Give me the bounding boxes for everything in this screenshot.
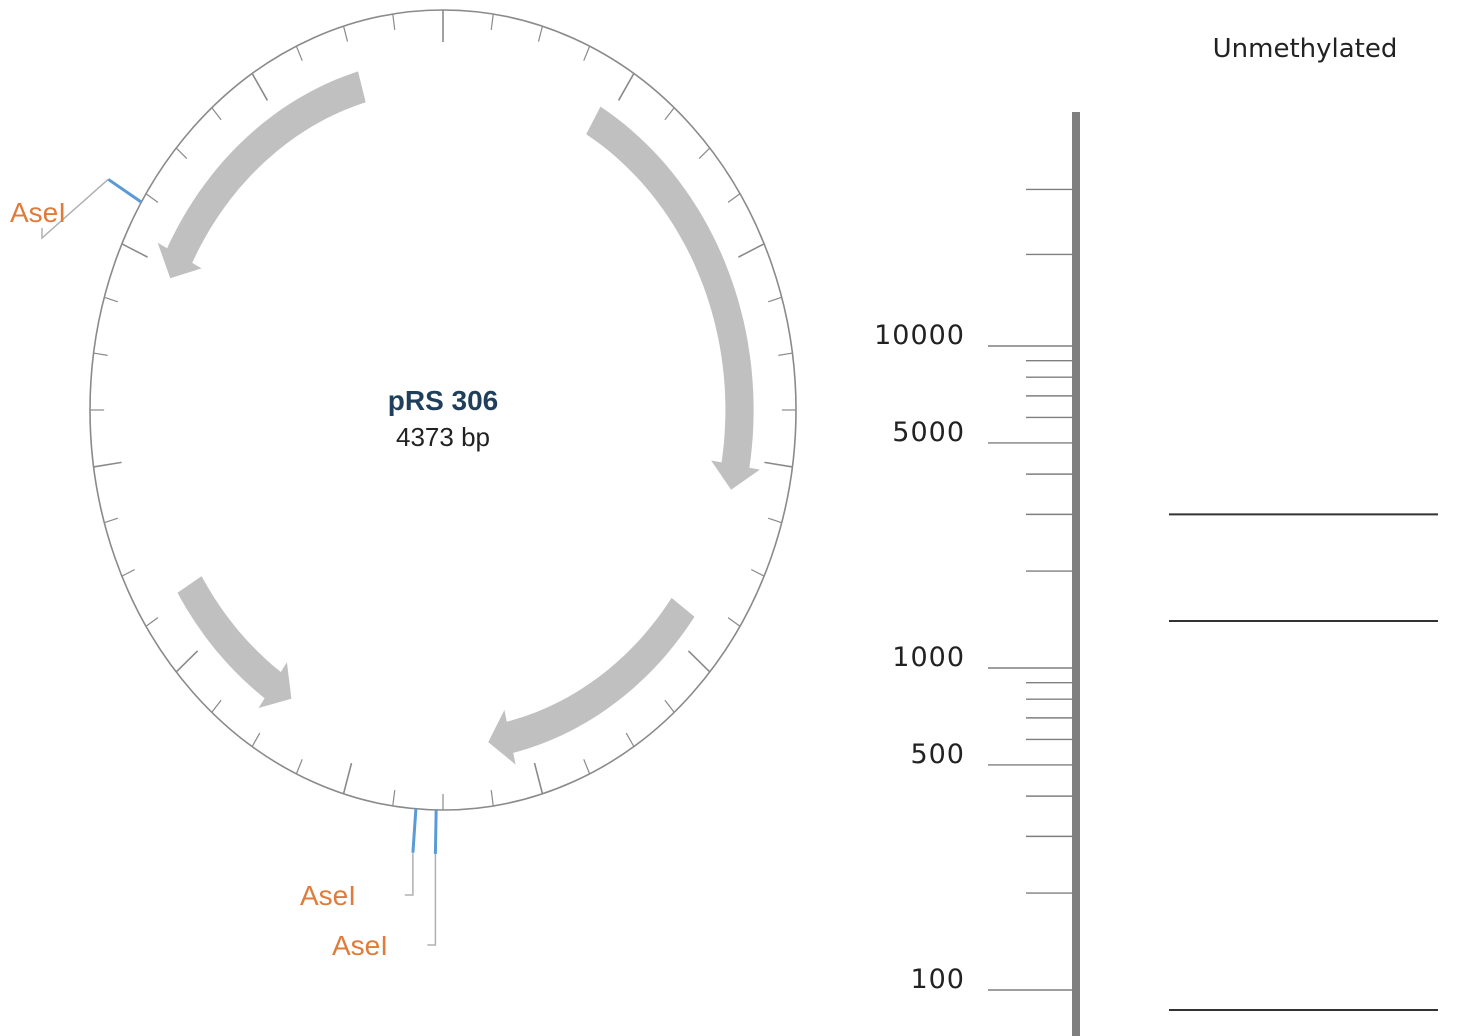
tick-mark bbox=[750, 568, 765, 577]
tick-mark bbox=[767, 517, 782, 524]
tick-mark bbox=[767, 296, 782, 303]
tick-mark bbox=[537, 26, 544, 42]
tick-mark bbox=[145, 193, 159, 203]
tick-mark bbox=[175, 650, 199, 673]
restriction-site: AseI bbox=[332, 809, 438, 961]
plasmid-features bbox=[157, 71, 760, 765]
plasmid-map: AseI AseI AseI pRS 306 4373 bp bbox=[10, 9, 797, 961]
tick-mark bbox=[738, 243, 765, 258]
tick-mark bbox=[104, 517, 119, 524]
site-leader-line bbox=[427, 853, 437, 946]
tick-mark bbox=[295, 759, 303, 775]
feature-arrow-4 bbox=[177, 576, 292, 708]
lane-label: Unmethylated bbox=[1213, 34, 1398, 64]
tick-mark bbox=[342, 762, 353, 794]
site-label: AseI bbox=[10, 197, 66, 228]
tick-mark bbox=[490, 13, 494, 30]
tick-mark bbox=[121, 568, 136, 577]
tick-mark bbox=[392, 13, 396, 30]
tick-mark bbox=[698, 147, 711, 159]
tick-mark bbox=[295, 45, 303, 61]
site-label: AseI bbox=[332, 930, 388, 961]
restriction-site: AseI bbox=[10, 178, 143, 240]
feature-arrow-3 bbox=[488, 597, 695, 765]
tick-mark bbox=[342, 26, 349, 42]
tick-mark bbox=[533, 762, 544, 794]
feature-arrow-2 bbox=[586, 106, 760, 490]
ladder-bands bbox=[988, 188, 1072, 991]
ladder-label: 1000 bbox=[892, 642, 965, 673]
site-label: AseI bbox=[300, 880, 356, 911]
plasmid-size: 4373 bp bbox=[396, 422, 490, 452]
sample-lane bbox=[1169, 513, 1438, 1011]
restriction-site: AseI bbox=[300, 808, 418, 911]
tick-mark bbox=[687, 650, 711, 673]
tick-mark bbox=[121, 243, 148, 258]
ladder-label: 100 bbox=[910, 964, 965, 995]
site-leader-line bbox=[404, 852, 414, 896]
tick-mark bbox=[583, 759, 591, 775]
feature-arrow-1 bbox=[157, 71, 366, 279]
tick-mark bbox=[778, 352, 793, 356]
tick-mark bbox=[664, 699, 675, 713]
ladder-label: 10000 bbox=[874, 320, 965, 351]
plasmid-name: pRS 306 bbox=[388, 385, 499, 416]
tick-mark bbox=[251, 732, 261, 747]
tick-mark bbox=[490, 790, 494, 807]
plasmid-tick-marks bbox=[90, 10, 796, 810]
tick-mark bbox=[764, 461, 793, 468]
tick-mark bbox=[145, 617, 159, 627]
tick-mark bbox=[583, 45, 591, 61]
tick-mark bbox=[104, 296, 119, 303]
tick-mark bbox=[211, 699, 222, 713]
tick-mark bbox=[727, 617, 741, 627]
tick-mark bbox=[617, 73, 635, 101]
tick-mark bbox=[93, 352, 108, 356]
tick-mark bbox=[664, 107, 675, 121]
gel-simulation: Unmethylated 10000 5000 1000 500 100 bbox=[874, 34, 1438, 1036]
tick-mark bbox=[392, 790, 396, 807]
ladder-label: 5000 bbox=[892, 417, 965, 448]
restriction-sites: AseI AseI AseI bbox=[10, 178, 438, 961]
ladder-labels: 10000 5000 1000 500 100 bbox=[874, 320, 965, 995]
tick-mark bbox=[727, 193, 741, 203]
tick-mark bbox=[625, 732, 635, 747]
site-marker bbox=[411, 808, 418, 853]
tick-mark bbox=[251, 73, 269, 101]
tick-mark bbox=[211, 107, 222, 121]
tick-mark bbox=[93, 461, 122, 468]
tick-mark bbox=[175, 147, 188, 159]
site-marker bbox=[433, 809, 438, 854]
ladder-label: 500 bbox=[910, 739, 965, 770]
site-marker bbox=[107, 178, 143, 204]
site-leader-line bbox=[41, 178, 109, 240]
